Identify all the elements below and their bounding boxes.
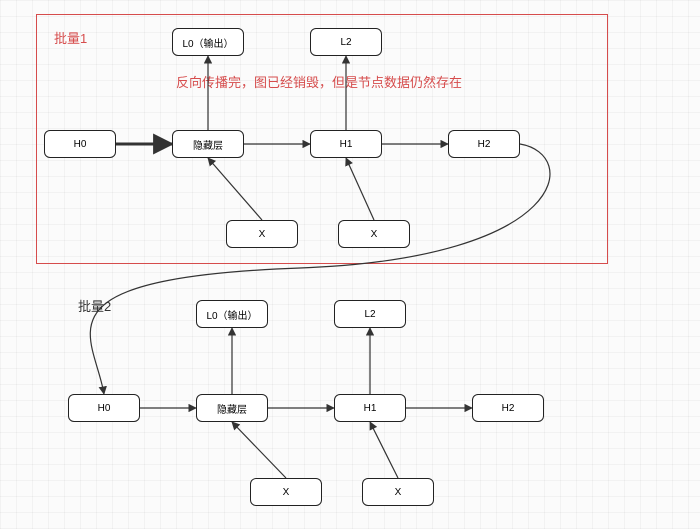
batch1-caption: 反向传播完，图已经销毁，但是节点数据仍然存在	[176, 72, 462, 91]
node-b2_hid: 隐藏层	[196, 394, 268, 422]
node-b2_x1: X	[250, 478, 322, 506]
node-b1_l2: L2	[310, 28, 382, 56]
node-b1_x2: X	[338, 220, 410, 248]
node-b2_x2: X	[362, 478, 434, 506]
node-b2_h0: H0	[68, 394, 140, 422]
node-b2_l2: L2	[334, 300, 406, 328]
node-b1_l0: L0（输出）	[172, 28, 244, 56]
node-b1_h1: H1	[310, 130, 382, 158]
node-b2_h1: H1	[334, 394, 406, 422]
batch2-label: 批量2	[78, 296, 111, 315]
node-b1_hid: 隐藏层	[172, 130, 244, 158]
node-b1_h0: H0	[44, 130, 116, 158]
node-b1_x1: X	[226, 220, 298, 248]
node-b1_h2: H2	[448, 130, 520, 158]
batch1-label: 批量1	[54, 28, 87, 47]
node-b2_h2: H2	[472, 394, 544, 422]
node-b2_l0: L0（输出）	[196, 300, 268, 328]
